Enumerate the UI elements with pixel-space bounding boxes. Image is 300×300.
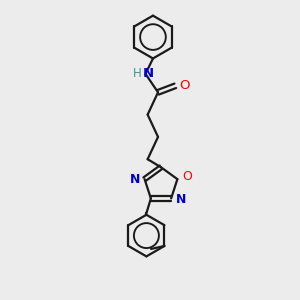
- Text: N: N: [142, 67, 154, 80]
- Text: O: O: [182, 170, 192, 183]
- Text: O: O: [179, 79, 190, 92]
- Text: N: N: [130, 173, 140, 186]
- Text: H: H: [133, 67, 142, 80]
- Text: N: N: [176, 194, 186, 206]
